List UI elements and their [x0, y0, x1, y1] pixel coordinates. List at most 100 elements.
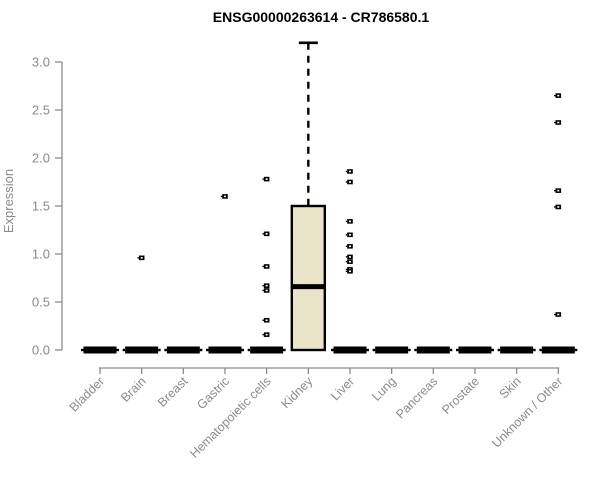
flat-box-endcap	[491, 348, 494, 352]
outlier-point-tick	[262, 265, 264, 268]
outlier-point-center	[348, 245, 351, 248]
flat-box-endcap	[574, 348, 578, 352]
y-tick-label: 0.5	[32, 295, 50, 310]
flat-box-endcap	[164, 348, 167, 352]
flat-box-endcap	[205, 348, 209, 352]
x-tick-label: Pancreas	[393, 374, 440, 421]
x-tick-label: Prostate	[439, 374, 482, 417]
outlier-point-tick	[345, 268, 348, 271]
outlier-point-center	[348, 220, 351, 223]
x-tick-label: Skin	[497, 374, 524, 401]
outlier-point-tick	[554, 206, 556, 208]
outlier-point-tick	[262, 284, 264, 287]
x-tick-label: Bladder	[67, 374, 107, 414]
outlier-point-tick	[262, 333, 264, 336]
flat-box-median	[333, 346, 367, 354]
flat-box-endcap	[449, 348, 453, 352]
outlier-point-tick	[262, 233, 264, 235]
flat-box-endcap	[116, 348, 119, 352]
outlier-point-center	[265, 289, 268, 292]
x-tick-label: Kidney	[279, 374, 316, 411]
outlier-point-tick	[262, 319, 264, 321]
flat-box-median	[500, 346, 534, 354]
flat-box-median	[416, 346, 450, 354]
flat-box-median	[83, 346, 117, 354]
x-tick-label: Brain	[118, 374, 149, 405]
outlier-point-center	[265, 178, 268, 180]
y-axis-label: Expression	[1, 169, 16, 233]
flat-box-endcap	[330, 348, 334, 352]
flat-box-endcap	[539, 348, 542, 352]
outlier-point-center	[348, 270, 351, 273]
box-median	[291, 284, 325, 290]
outlier-point-tick	[554, 121, 556, 124]
outlier-point-center	[348, 181, 351, 183]
y-tick-label: 2.5	[32, 103, 50, 118]
flat-box-endcap	[497, 348, 501, 352]
y-tick-label: 0.0	[32, 343, 50, 358]
outlier-point-tick	[137, 257, 139, 259]
plot-elements: 0.0 0.5 1.0 1.5 2.0 2.5 3.0 Bladder Brain Breast G…	[32, 41, 578, 461]
box-rect	[290, 204, 327, 352]
flat-box-endcap	[533, 348, 536, 352]
outlier-point-tick	[262, 178, 264, 180]
outlier-point-center	[140, 257, 143, 259]
outlier-point-center	[557, 206, 560, 208]
outlier-point-tick	[345, 170, 348, 173]
flat-box-endcap	[408, 348, 411, 352]
flat-box-median	[250, 346, 284, 354]
y-tick-label: 1.0	[32, 247, 50, 262]
flat-box-endcap	[241, 348, 244, 352]
flat-box-endcap	[414, 348, 417, 352]
outlier-point-center	[348, 260, 351, 263]
outlier-point-center	[557, 189, 560, 192]
flat-box-median	[125, 346, 159, 354]
flat-box-endcap	[455, 348, 459, 352]
flat-box-endcap	[366, 348, 369, 352]
outlier-point-center	[265, 319, 268, 322]
flat-box-endcap	[122, 348, 126, 352]
x-tick-label: Gastric	[194, 374, 232, 412]
flat-box-endcap	[283, 348, 286, 352]
flat-box-endcap	[247, 348, 251, 352]
y-tick-label: 1.5	[32, 199, 50, 214]
outlier-point-center	[348, 256, 351, 258]
outlier-point-tick	[554, 94, 556, 97]
chart-title: ENSG00000263614 - CR786580.1	[212, 9, 430, 25]
outlier-point-tick	[554, 189, 556, 192]
flat-box-median	[208, 346, 242, 354]
outlier-point-tick	[345, 234, 348, 236]
outlier-point-center	[557, 121, 560, 124]
y-tick-label: 2.0	[32, 151, 50, 166]
flat-box-endcap	[372, 348, 376, 352]
outlier-point-tick	[345, 256, 348, 258]
flat-box-median	[541, 346, 575, 354]
outlier-point-center	[348, 234, 351, 236]
y-tick-label: 3.0	[32, 55, 50, 70]
outlier-point-center	[348, 170, 351, 173]
outlier-point-center	[265, 265, 268, 268]
outlier-point-center	[223, 195, 226, 198]
flat-box-median	[458, 346, 492, 354]
outlier-point-tick	[345, 181, 348, 183]
outlier-point-center	[265, 284, 268, 287]
flat-box-median	[375, 346, 409, 354]
outlier-point-center	[557, 94, 560, 97]
x-tick-label: Lung	[369, 374, 399, 404]
outlier-point-center	[557, 313, 560, 316]
outlier-point-tick	[345, 270, 348, 272]
x-tick-label: Hematopoietic cells	[187, 374, 274, 461]
flat-box-endcap	[199, 348, 203, 352]
outlier-point-tick	[345, 245, 348, 248]
flat-box-endcap	[158, 348, 161, 352]
x-tick-label: Unknown / Other	[489, 374, 565, 450]
x-tick-label: Breast	[155, 374, 191, 410]
x-tick-label: Liver	[328, 374, 357, 403]
outlier-point-tick	[262, 289, 264, 292]
outlier-point-center	[265, 233, 268, 235]
outlier-point-tick	[345, 260, 348, 263]
flat-box-endcap	[81, 348, 84, 352]
outlier-point-center	[265, 333, 268, 336]
